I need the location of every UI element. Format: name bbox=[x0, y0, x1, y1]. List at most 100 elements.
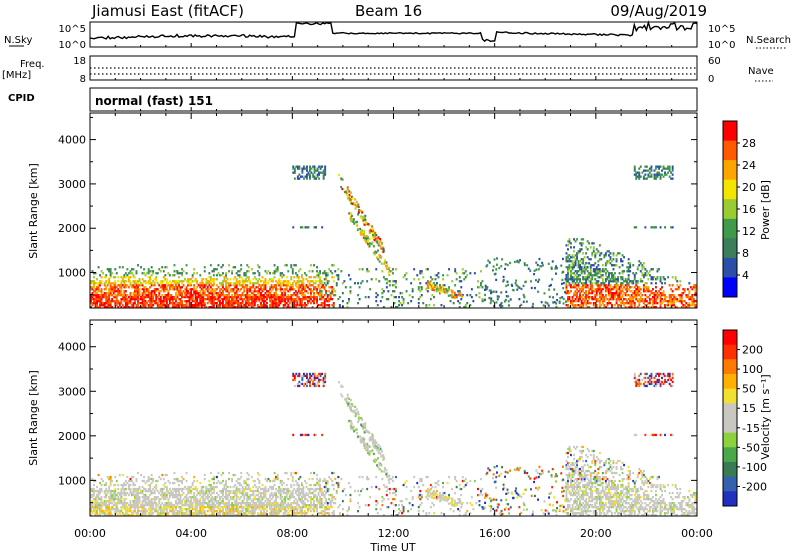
power-cell bbox=[317, 272, 320, 275]
power-cell bbox=[312, 165, 315, 168]
velocity-cell bbox=[184, 502, 187, 505]
power-cell bbox=[208, 284, 211, 287]
power-cell bbox=[297, 304, 300, 307]
velocity-cell bbox=[209, 498, 212, 501]
power-cell bbox=[94, 306, 97, 309]
power-cell bbox=[184, 292, 187, 295]
power-cell bbox=[260, 288, 262, 291]
power-cell bbox=[363, 216, 366, 219]
velocity-cell bbox=[208, 483, 211, 487]
power-cell bbox=[411, 290, 414, 293]
power-cell bbox=[256, 304, 259, 307]
power-cell bbox=[263, 286, 265, 289]
power-cell bbox=[240, 296, 243, 299]
power-cell bbox=[639, 278, 642, 281]
velocity-cell bbox=[100, 477, 103, 481]
power-cell bbox=[279, 288, 282, 291]
power-cell bbox=[583, 292, 586, 295]
velocity-cell bbox=[97, 508, 100, 511]
power-cell bbox=[161, 282, 164, 285]
power-cell bbox=[303, 177, 305, 180]
velocity-cell bbox=[200, 491, 203, 495]
power-cell bbox=[281, 296, 284, 299]
power-cell bbox=[115, 290, 118, 293]
power-cell bbox=[176, 270, 179, 273]
power-cell bbox=[279, 274, 282, 277]
power-cell bbox=[442, 288, 445, 291]
power-cell bbox=[381, 270, 384, 273]
power-cell bbox=[374, 235, 377, 238]
power-cell bbox=[121, 266, 124, 269]
power-cell bbox=[284, 294, 287, 297]
power-cell bbox=[592, 274, 595, 277]
power-cell bbox=[320, 298, 323, 301]
power-cell bbox=[216, 288, 218, 291]
velocity-cell bbox=[114, 487, 117, 491]
power-cell bbox=[250, 268, 253, 271]
power-cell bbox=[246, 264, 249, 267]
power-cell bbox=[273, 294, 276, 297]
power-cell bbox=[237, 294, 240, 297]
power-cell bbox=[633, 290, 636, 293]
power-cell bbox=[296, 165, 299, 168]
power-cell bbox=[576, 278, 579, 281]
velocity-cell bbox=[138, 487, 141, 491]
power-cell bbox=[570, 242, 572, 245]
power-cell bbox=[486, 286, 489, 289]
power-cell bbox=[313, 276, 316, 279]
power-cell bbox=[402, 302, 405, 305]
power-cell bbox=[582, 290, 585, 293]
velocity-cell bbox=[173, 477, 176, 481]
power-cell bbox=[429, 283, 432, 287]
power-cell bbox=[608, 254, 610, 257]
power-cell bbox=[273, 272, 276, 275]
power-cell bbox=[237, 282, 240, 285]
power-cell bbox=[568, 298, 571, 301]
power-cell bbox=[310, 298, 312, 301]
power-cell bbox=[178, 306, 180, 309]
power-cell bbox=[219, 290, 221, 293]
power-cell bbox=[140, 298, 143, 301]
power-cell bbox=[395, 268, 397, 271]
velocity-cell bbox=[131, 506, 133, 509]
velocity-cell bbox=[144, 496, 147, 499]
velocity-cell bbox=[141, 500, 144, 503]
velocity-cell bbox=[165, 489, 168, 493]
power-cell bbox=[331, 288, 334, 291]
velocity-cell bbox=[208, 502, 211, 505]
power-cell bbox=[604, 274, 607, 277]
power-cell bbox=[601, 280, 604, 283]
power-cell bbox=[132, 280, 135, 283]
power-cell bbox=[612, 252, 615, 255]
velocity-cell bbox=[124, 487, 127, 491]
power-cell bbox=[567, 292, 569, 295]
velocity-cell bbox=[225, 491, 228, 495]
velocity-cell bbox=[196, 500, 199, 503]
power-cell bbox=[348, 195, 351, 198]
power-cell bbox=[287, 296, 290, 299]
power-cell bbox=[598, 294, 601, 297]
velocity-cell bbox=[146, 479, 149, 483]
power-cell bbox=[565, 292, 568, 295]
power-cell bbox=[576, 288, 579, 291]
power-cell bbox=[595, 288, 598, 291]
power-cell bbox=[676, 306, 679, 309]
velocity-cell bbox=[158, 514, 161, 517]
power-cell bbox=[580, 306, 583, 309]
power-cell bbox=[614, 296, 616, 299]
power-cell bbox=[652, 226, 654, 229]
power-cell bbox=[574, 274, 577, 277]
power-cell bbox=[349, 278, 352, 281]
velocity-cell bbox=[164, 496, 167, 499]
power-cell bbox=[300, 304, 303, 307]
power-cell bbox=[689, 286, 692, 289]
velocity-cell bbox=[106, 504, 109, 507]
velocity-cell bbox=[217, 479, 220, 483]
velocity-cell bbox=[249, 512, 252, 515]
power-cell bbox=[211, 284, 214, 287]
velocity-cell bbox=[176, 498, 179, 501]
power-cell bbox=[650, 278, 653, 281]
power-cell bbox=[249, 296, 252, 299]
power-cell bbox=[589, 302, 592, 305]
power-cell bbox=[185, 264, 188, 267]
